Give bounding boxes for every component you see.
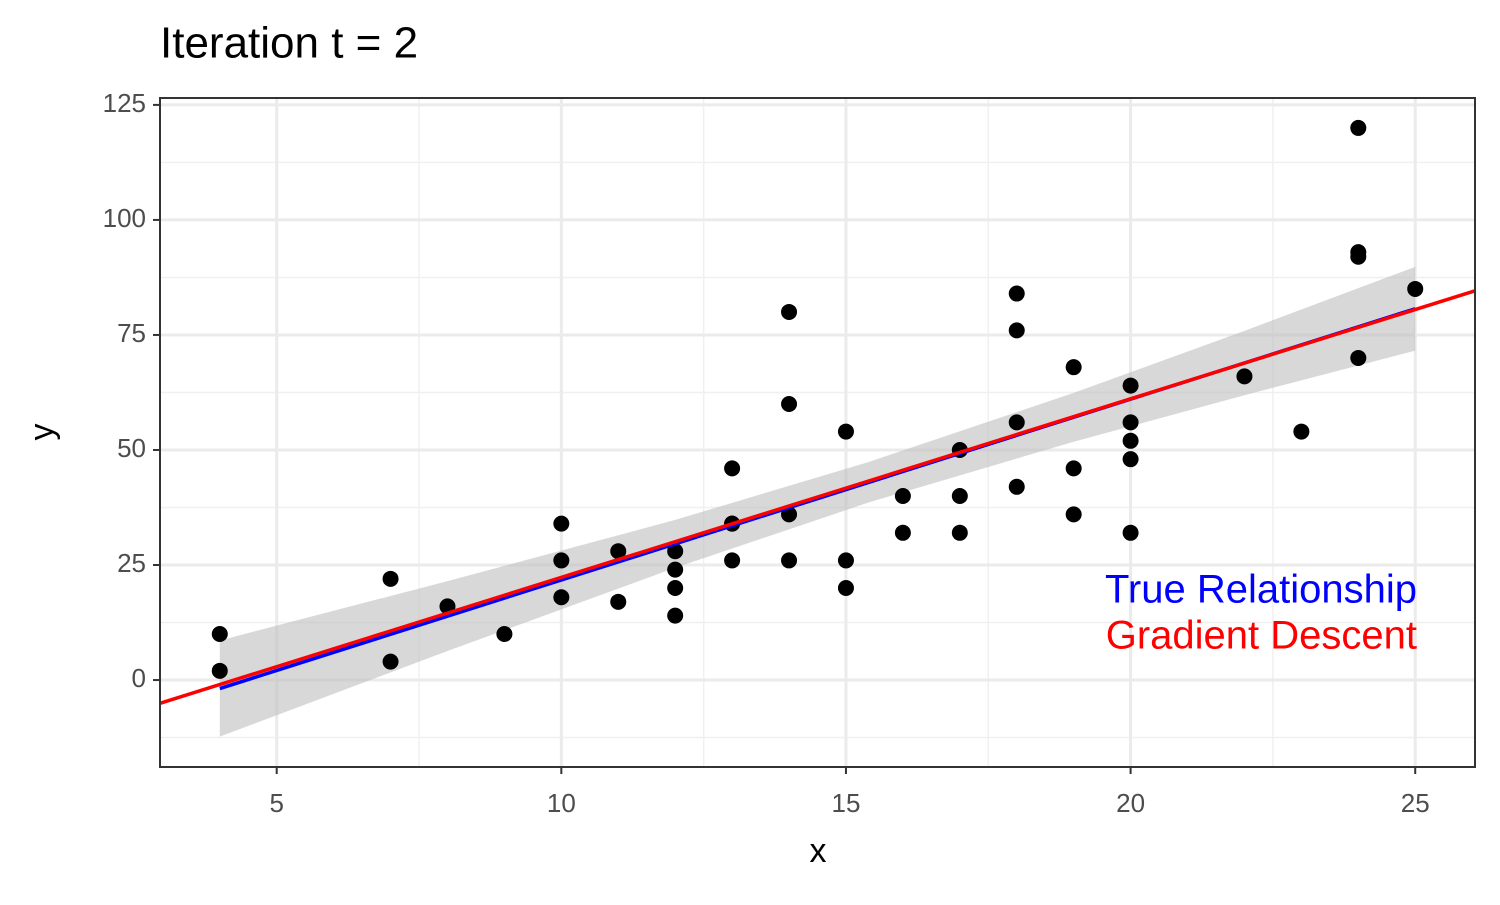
point xyxy=(1350,244,1367,261)
plot-border xyxy=(159,97,1476,768)
x-axis-title: x xyxy=(810,832,827,870)
point xyxy=(553,589,570,606)
point xyxy=(724,552,741,569)
point xyxy=(1065,506,1082,523)
point xyxy=(1008,322,1025,339)
point xyxy=(667,543,684,560)
point xyxy=(781,552,798,569)
y-tick-label: 25 xyxy=(117,548,146,578)
point xyxy=(1122,451,1139,468)
x-tick-label: 20 xyxy=(1116,788,1145,818)
point xyxy=(1122,414,1139,431)
annotation: Gradient Descent xyxy=(1106,614,1417,658)
chart-title: Iteration t = 2 xyxy=(160,19,418,68)
point xyxy=(894,524,911,541)
point xyxy=(1065,460,1082,477)
point xyxy=(1350,349,1367,366)
point xyxy=(1065,359,1082,376)
point xyxy=(496,626,513,643)
point xyxy=(211,662,228,679)
y-tick-label: 125 xyxy=(103,88,146,118)
y-tick-label: 50 xyxy=(117,433,146,463)
confidence-band xyxy=(219,266,1416,737)
point xyxy=(553,515,570,532)
point xyxy=(1350,119,1367,136)
point xyxy=(211,626,228,643)
y-tick-label: 100 xyxy=(103,203,146,233)
point xyxy=(382,570,399,587)
point xyxy=(1122,432,1139,449)
x-tick-label: 10 xyxy=(547,788,576,818)
point xyxy=(667,580,684,597)
y-tick-label: 75 xyxy=(117,318,146,348)
y-tick-label: 0 xyxy=(132,663,146,693)
point xyxy=(1236,368,1253,385)
point xyxy=(1008,285,1025,302)
point xyxy=(837,552,854,569)
point xyxy=(1122,377,1139,394)
point xyxy=(724,460,741,477)
annotation: True Relationship xyxy=(1105,568,1417,612)
x-tick-label: 25 xyxy=(1401,788,1430,818)
point xyxy=(667,607,684,624)
point xyxy=(1122,524,1139,541)
point xyxy=(1008,478,1025,495)
point xyxy=(894,487,911,504)
x-tick-label: 15 xyxy=(832,788,861,818)
point xyxy=(610,543,627,560)
point xyxy=(553,552,570,569)
point xyxy=(610,593,627,610)
point xyxy=(1407,280,1424,297)
point xyxy=(1293,423,1310,440)
point xyxy=(781,303,798,320)
point xyxy=(1008,414,1025,431)
point xyxy=(837,423,854,440)
point xyxy=(781,395,798,412)
point xyxy=(951,524,968,541)
line xyxy=(159,289,1476,705)
point xyxy=(837,580,854,597)
x-tick-label: 5 xyxy=(269,788,283,818)
point xyxy=(667,561,684,578)
point xyxy=(951,487,968,504)
point xyxy=(382,653,399,670)
y-axis-title: y xyxy=(23,424,61,441)
